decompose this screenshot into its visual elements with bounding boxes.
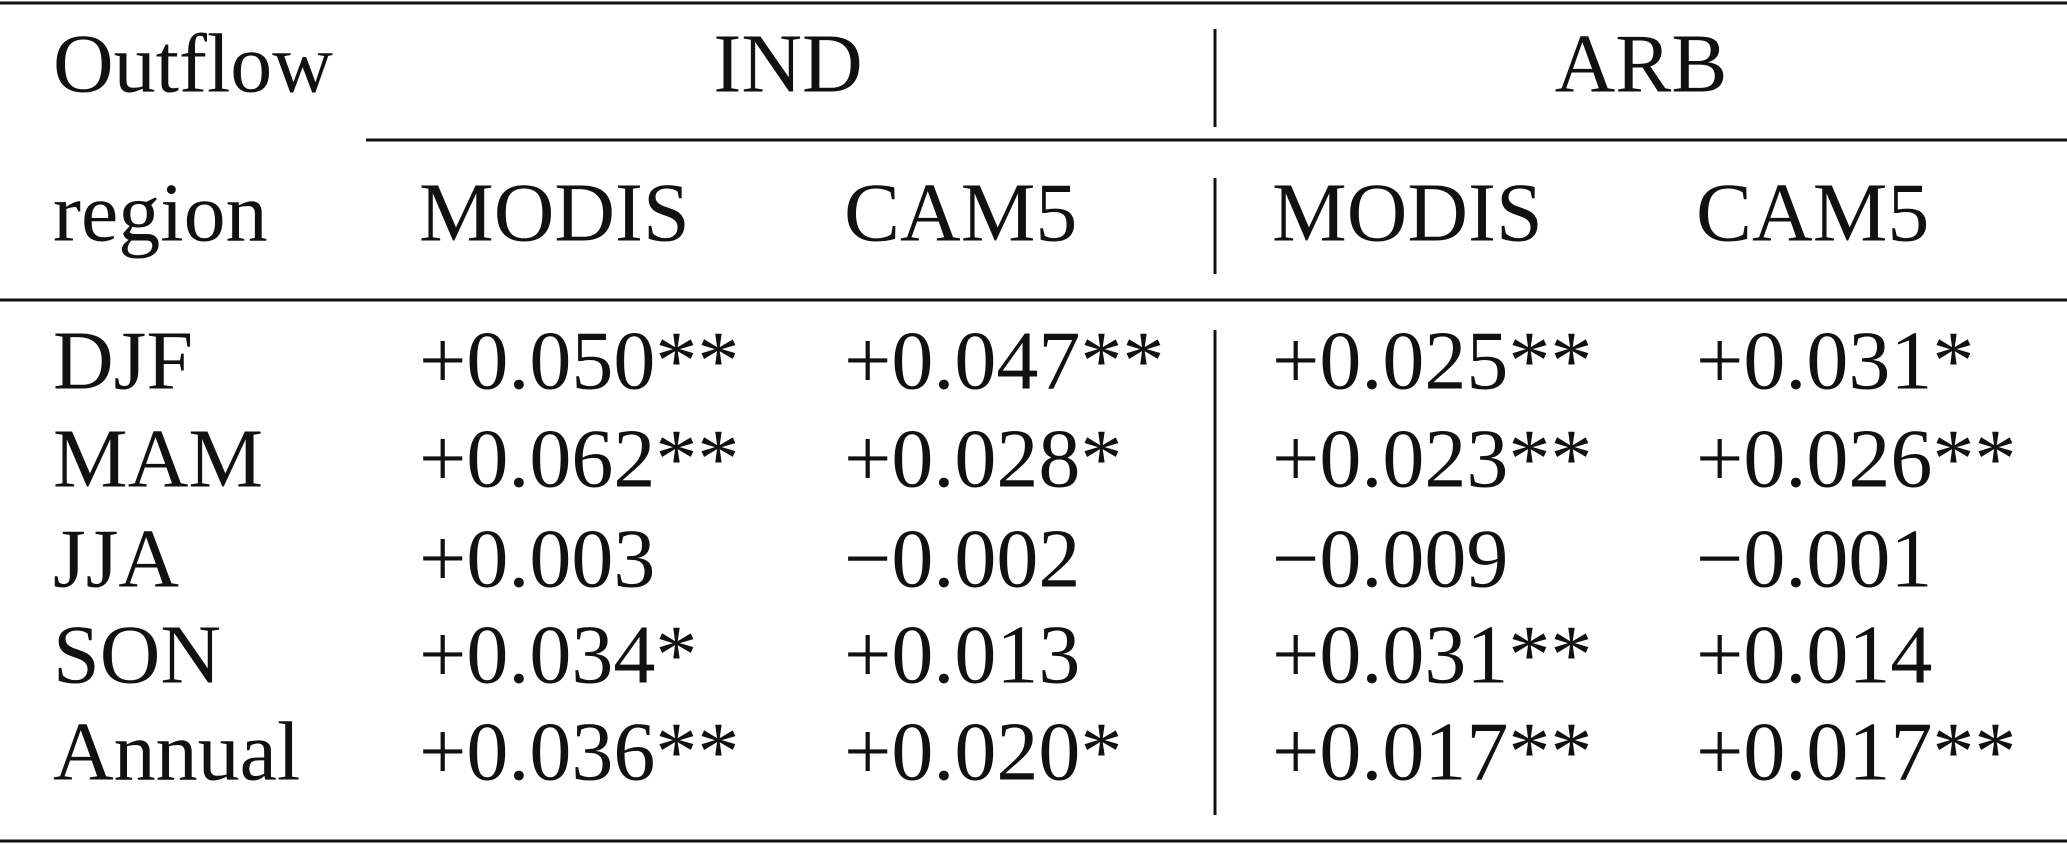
row-label-header: region bbox=[53, 166, 268, 259]
cell: −0.001 bbox=[1696, 512, 1932, 605]
cell: +0.017** bbox=[1696, 705, 2016, 798]
cell: +0.031** bbox=[1272, 608, 1592, 701]
cell: +0.025** bbox=[1272, 314, 1592, 407]
cell: +0.017** bbox=[1272, 705, 1592, 798]
cell: +0.036** bbox=[419, 705, 739, 798]
cell: −0.009 bbox=[1272, 512, 1508, 605]
row-label: Annual bbox=[53, 705, 300, 798]
row-label: MAM bbox=[53, 412, 263, 505]
cell: −0.002 bbox=[844, 512, 1080, 605]
cell: +0.003 bbox=[419, 512, 655, 605]
group-header: ARB bbox=[1555, 17, 1728, 110]
column-header: CAM5 bbox=[844, 166, 1077, 259]
group-header: IND bbox=[713, 17, 862, 110]
column-header: MODIS bbox=[419, 166, 690, 259]
cell: +0.050** bbox=[419, 314, 739, 407]
row-label: SON bbox=[53, 608, 221, 701]
cell: +0.013 bbox=[844, 608, 1080, 701]
cell: +0.014 bbox=[1696, 608, 1932, 701]
row-label: DJF bbox=[53, 314, 193, 407]
cell: +0.062** bbox=[419, 412, 739, 505]
cell: +0.026** bbox=[1696, 412, 2016, 505]
cell: +0.028* bbox=[844, 412, 1122, 505]
cell: +0.020* bbox=[844, 705, 1122, 798]
cell: +0.034* bbox=[419, 608, 697, 701]
column-header: CAM5 bbox=[1696, 166, 1929, 259]
cell: +0.023** bbox=[1272, 412, 1592, 505]
cell: +0.031* bbox=[1696, 314, 1974, 407]
column-header: MODIS bbox=[1272, 166, 1543, 259]
row-label: JJA bbox=[53, 512, 179, 605]
row-label-header: Outflow bbox=[53, 17, 333, 110]
cell: +0.047** bbox=[844, 314, 1164, 407]
